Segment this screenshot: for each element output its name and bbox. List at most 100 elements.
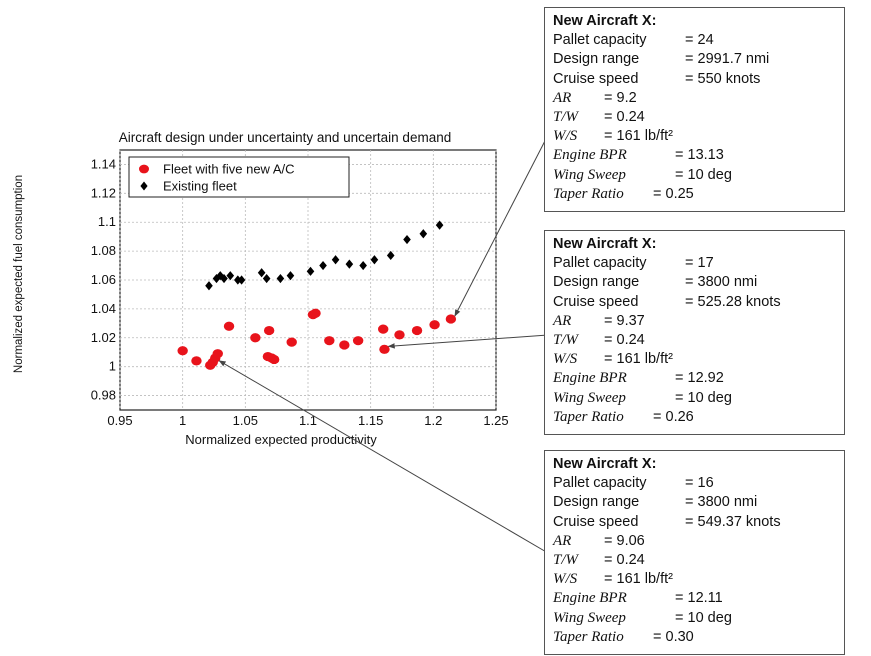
spec-label: W/S: [553, 128, 578, 145]
spec-value: = 525.28 knots: [685, 293, 781, 310]
fleet-five-new-point: [378, 324, 389, 334]
spec-row: Pallet capacity = 16: [553, 474, 836, 493]
fleet-five-new-point: [191, 356, 202, 366]
x-tick-label: 0.95: [107, 413, 132, 428]
existing-fleet-point: [370, 255, 379, 265]
spec-value: = 0.24: [604, 109, 645, 126]
spec-value: = 161 lb/ft²: [604, 128, 673, 145]
fleet-five-new-point: [411, 325, 423, 336]
spec-row: Wing Sweep = 10 deg: [553, 166, 836, 185]
aircraft-spec-box: New Aircraft X: Pallet capacity = 16 Desig…: [544, 450, 845, 655]
spec-value: = 0.30: [653, 628, 694, 645]
spec-row: AR = 9.06: [553, 532, 836, 551]
spec-row: Taper Ratio = 0.25: [553, 185, 836, 204]
spec-label: AR: [553, 89, 572, 106]
spec-value: = 17: [685, 255, 714, 272]
spec-value: = 2991.7 nmi: [685, 51, 770, 68]
spec-value: = 161 lb/ft²: [604, 571, 673, 588]
y-axis-label: Normalized expected fuel consumption: [13, 175, 25, 373]
spec-row: W/S = 161 lb/ft²: [553, 350, 836, 369]
spec-row: Design range = 2991.7 nmi: [553, 50, 836, 69]
fleet-five-new-point: [352, 336, 364, 346]
spec-row: W/S = 161 lb/ft²: [553, 570, 836, 589]
spec-label: Design range: [553, 494, 640, 511]
fleet-five-new-point: [223, 321, 235, 331]
spec-row: Engine BPR = 12.11: [553, 589, 836, 608]
spec-row: Pallet capacity = 17: [553, 254, 836, 273]
existing-fleet-point: [262, 273, 271, 284]
spec-value: = 550 knots: [685, 70, 761, 87]
spec-value: = 3800 nmi: [685, 274, 758, 291]
spec-row: Engine BPR = 13.13: [553, 146, 836, 165]
chart-title: Aircraft design under uncertainty and un…: [119, 130, 451, 145]
spec-value: = 9.06: [604, 532, 645, 549]
spec-label: Design range: [553, 51, 640, 68]
spec-value: = 0.24: [604, 552, 645, 569]
fleet-five-new-point: [379, 344, 390, 354]
axis-ticks: 0.95 1 1.05 1.1 1.15 1.2 1.25 0.98 1 1.02 1.04 1.06…: [91, 156, 509, 428]
spec-value: = 10 deg: [675, 609, 732, 626]
existing-fleet-point: [435, 220, 444, 230]
spec-value: = 24: [685, 32, 714, 49]
spec-label: Wing Sweep: [553, 389, 626, 406]
spec-label: Pallet capacity: [553, 32, 647, 49]
spec-value: = 9.37: [604, 312, 645, 329]
x-tick-label: 1.1: [299, 413, 317, 428]
spec-row: Cruise speed = 550 knots: [553, 70, 836, 89]
spec-label: Cruise speed: [553, 293, 639, 310]
spec-value: = 13.13: [675, 147, 724, 164]
spec-row: Cruise speed = 549.37 knots: [553, 513, 836, 532]
spec-value: = 3800 nmi: [685, 494, 758, 511]
spec-row: Design range = 3800 nmi: [553, 493, 836, 512]
spec-row: W/S = 161 lb/ft²: [553, 127, 836, 146]
spec-label: Cruise speed: [553, 70, 639, 87]
spec-label: Engine BPR: [553, 370, 627, 387]
fleet-five-new-point: [394, 330, 405, 340]
spec-label: Taper Ratio: [553, 408, 624, 425]
legend-label: Existing fleet: [163, 179, 237, 194]
existing-fleet-point: [216, 271, 225, 281]
spec-row: Design range = 3800 nmi: [553, 273, 836, 292]
y-tick-label: 1.06: [91, 272, 116, 287]
spec-row: Wing Sweep = 10 deg: [553, 609, 836, 628]
legend-marker-circle: [139, 164, 149, 174]
x-tick-label: 1.15: [358, 413, 383, 428]
spec-value: = 9.2: [604, 89, 637, 106]
x-tick-label: 1: [179, 413, 186, 428]
spec-label: Pallet capacity: [553, 255, 647, 272]
fleet-five-new-point: [268, 354, 280, 365]
existing-fleet-point: [345, 259, 354, 269]
spec-label: AR: [553, 312, 572, 329]
existing-fleet-point: [359, 260, 367, 271]
annotation-arrows: [218, 134, 549, 554]
x-tick-label: 1.2: [424, 413, 442, 428]
fleet-five-new-point: [339, 340, 350, 350]
existing-fleet-point: [286, 271, 295, 281]
spec-value: = 0.24: [604, 332, 645, 349]
spec-label: Pallet capacity: [553, 475, 647, 492]
existing-fleet-point: [237, 275, 246, 285]
x-axis-label: Normalized expected productivity: [185, 432, 377, 447]
fleet-five-new-point: [445, 314, 457, 324]
spec-value: = 10 deg: [675, 389, 732, 406]
existing-fleet-point: [226, 271, 235, 281]
aircraft-spec-box: New Aircraft X: Pallet capacity = 24 Desig…: [544, 7, 845, 212]
fleet-five-new-point: [250, 333, 261, 343]
spec-value: = 0.26: [653, 408, 694, 425]
annotation-arrow: [218, 360, 549, 554]
spec-label: T/W: [553, 109, 579, 126]
spec-value: = 0.25: [653, 185, 694, 202]
spec-row: Pallet capacity = 24: [553, 31, 836, 50]
fleet-five-new-point: [263, 325, 275, 336]
existing-fleet-point: [306, 266, 315, 276]
spec-row: T/W = 0.24: [553, 331, 836, 350]
fleet-five-new-point: [212, 349, 223, 359]
spec-value: = 12.11: [675, 590, 723, 607]
legend: Fleet with five new A/C Existing fleet: [128, 156, 350, 198]
x-tick-label: 1.25: [483, 413, 508, 428]
spec-row: AR = 9.37: [553, 312, 836, 331]
data-series: [177, 220, 457, 370]
spec-label: AR: [553, 532, 572, 549]
existing-fleet-point: [257, 268, 266, 278]
